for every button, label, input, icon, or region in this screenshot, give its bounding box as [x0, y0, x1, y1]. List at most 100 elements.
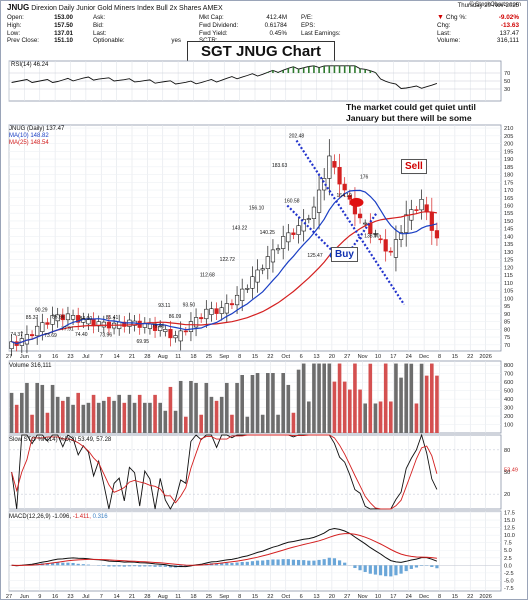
- stat2-key: Last:: [93, 29, 107, 37]
- macd-tick-label: 15.0: [504, 518, 515, 524]
- sto-k-line: [11, 433, 438, 510]
- quote-key: Last:: [437, 29, 451, 37]
- macd-histogram-bar: [266, 559, 270, 566]
- price-tick-label: 150: [504, 219, 513, 225]
- stat2-row: Optionable: yes: [93, 37, 181, 45]
- volume-bar: [66, 396, 70, 433]
- x-tick-label-bottom: 9: [38, 594, 41, 600]
- price-point-label: 176: [360, 175, 369, 181]
- candle-body: [398, 232, 404, 240]
- x-tick-label-bottom: Sep: [219, 594, 229, 600]
- macd-histogram-bar: [143, 565, 147, 567]
- macd-hist-value: 0.316: [92, 514, 108, 520]
- price-tick-label: 135: [504, 242, 513, 248]
- price-point-label: 93.50: [183, 302, 196, 308]
- volume-tick-label: 600: [504, 380, 513, 386]
- x-tick-label: 2026: [479, 354, 491, 360]
- quote-row: Last: 137.47: [437, 30, 519, 38]
- macd-histogram-bar: [148, 565, 152, 567]
- candle-body: [229, 303, 235, 306]
- price-point-label: 125.47: [307, 253, 323, 259]
- macd-histogram-bar: [225, 562, 229, 566]
- x-tick-label: 8: [438, 354, 441, 360]
- macd-histogram-bar: [153, 565, 157, 567]
- ma10-label: MA(10) 148.82: [9, 133, 49, 139]
- volume-bar: [178, 380, 183, 433]
- macd-histogram-bar: [399, 565, 403, 574]
- volume-bar: [363, 403, 367, 433]
- x-tick-label: Sep: [219, 354, 229, 360]
- sto-tick-label: 53.49: [504, 467, 518, 473]
- price-tick-label: 210: [504, 126, 513, 132]
- x-tick-label-bottom: 13: [313, 594, 319, 600]
- stat4-key: EPS:: [301, 21, 316, 29]
- macd-histogram-bar: [235, 562, 239, 566]
- macd-tick-label: -2.5: [504, 571, 514, 577]
- candle-body: [183, 330, 188, 333]
- macd-histogram-bar: [163, 565, 167, 567]
- price-point-label: 85.37: [26, 315, 39, 321]
- candle-body: [168, 329, 173, 339]
- price-tick-label: 140: [504, 234, 513, 240]
- stat3-value: 0.61784: [264, 21, 287, 29]
- volume-bar: [137, 394, 142, 433]
- volume-bar: [368, 363, 373, 433]
- candle-body: [383, 239, 388, 252]
- price-tick-label: 95: [504, 304, 510, 310]
- macd-histogram-bar: [358, 565, 362, 571]
- candle-body: [40, 322, 45, 332]
- volume-bar: [102, 400, 106, 433]
- x-tick-label-bottom: 17: [390, 594, 396, 600]
- x-tick-label-bottom: Dec: [419, 594, 429, 600]
- stats-column-3: Mkt Cap: 412.4M Fwd Dividend: 0.61784 Fwd Yi…: [199, 14, 287, 45]
- candle-body: [373, 233, 378, 235]
- macd-histogram-bar: [414, 565, 419, 568]
- macd-histogram-bar: [81, 564, 85, 566]
- ma10-line: [11, 189, 438, 345]
- macd-label: MACD(12,26,9) -1.096, -1.411, 0.316: [9, 514, 108, 520]
- volume-bar: [112, 400, 116, 433]
- volume-bar: [173, 410, 178, 433]
- candle-body: [76, 315, 81, 323]
- macd-histogram-bar: [276, 559, 280, 566]
- candle-body: [347, 195, 352, 200]
- macd-histogram-bar: [158, 565, 162, 567]
- candle-body: [188, 321, 194, 332]
- rsi-line: [11, 65, 438, 89]
- candle-body: [209, 308, 214, 315]
- x-tick-label-bottom: 15: [252, 594, 258, 600]
- price-tick-label: 85: [504, 320, 510, 326]
- volume-tick-label: 500: [504, 389, 513, 395]
- x-tick-label: 13: [313, 354, 319, 360]
- candle-body: [270, 249, 276, 263]
- down-arrow-icon: ▼: [437, 14, 446, 21]
- x-tick-label: Aug: [158, 354, 168, 360]
- price-tick-label: 155: [504, 211, 513, 217]
- x-tick-label-bottom: 21: [129, 594, 135, 600]
- x-tick-label-bottom: 11: [175, 594, 181, 600]
- price-point-label: 73.69: [44, 333, 57, 339]
- stat4-row: Last Earnings:: [301, 30, 361, 38]
- candle-body: [250, 276, 255, 289]
- volume-bar: [337, 363, 342, 433]
- stat3-row: Fwd Yield: 0.45%: [199, 30, 287, 38]
- macd-histogram-bar: [307, 560, 311, 566]
- price-point-label: 183.63: [272, 163, 288, 169]
- volume-tick-label: 400: [504, 397, 513, 403]
- price-tick-label: 160: [504, 203, 513, 209]
- candle-body: [393, 239, 399, 258]
- candle-body: [214, 308, 219, 314]
- x-tick-label-bottom: 15: [452, 594, 458, 600]
- ma25-label: MA(25) 148.54: [9, 140, 49, 146]
- volume-bar: [266, 373, 270, 433]
- macd-tick-label: -5.0: [504, 578, 514, 584]
- macd-histogram-bar: [271, 559, 275, 566]
- stat2-row: Last:: [93, 30, 181, 38]
- candle-body: [234, 294, 240, 306]
- macd-histogram-bar: [302, 560, 306, 566]
- price-tick-label: 120: [504, 265, 513, 271]
- candle-body: [163, 329, 168, 332]
- price-tick-label: 70: [504, 343, 510, 349]
- macd-histogram-bar: [76, 563, 80, 566]
- stat1-row: Open: 153.00: [7, 14, 73, 22]
